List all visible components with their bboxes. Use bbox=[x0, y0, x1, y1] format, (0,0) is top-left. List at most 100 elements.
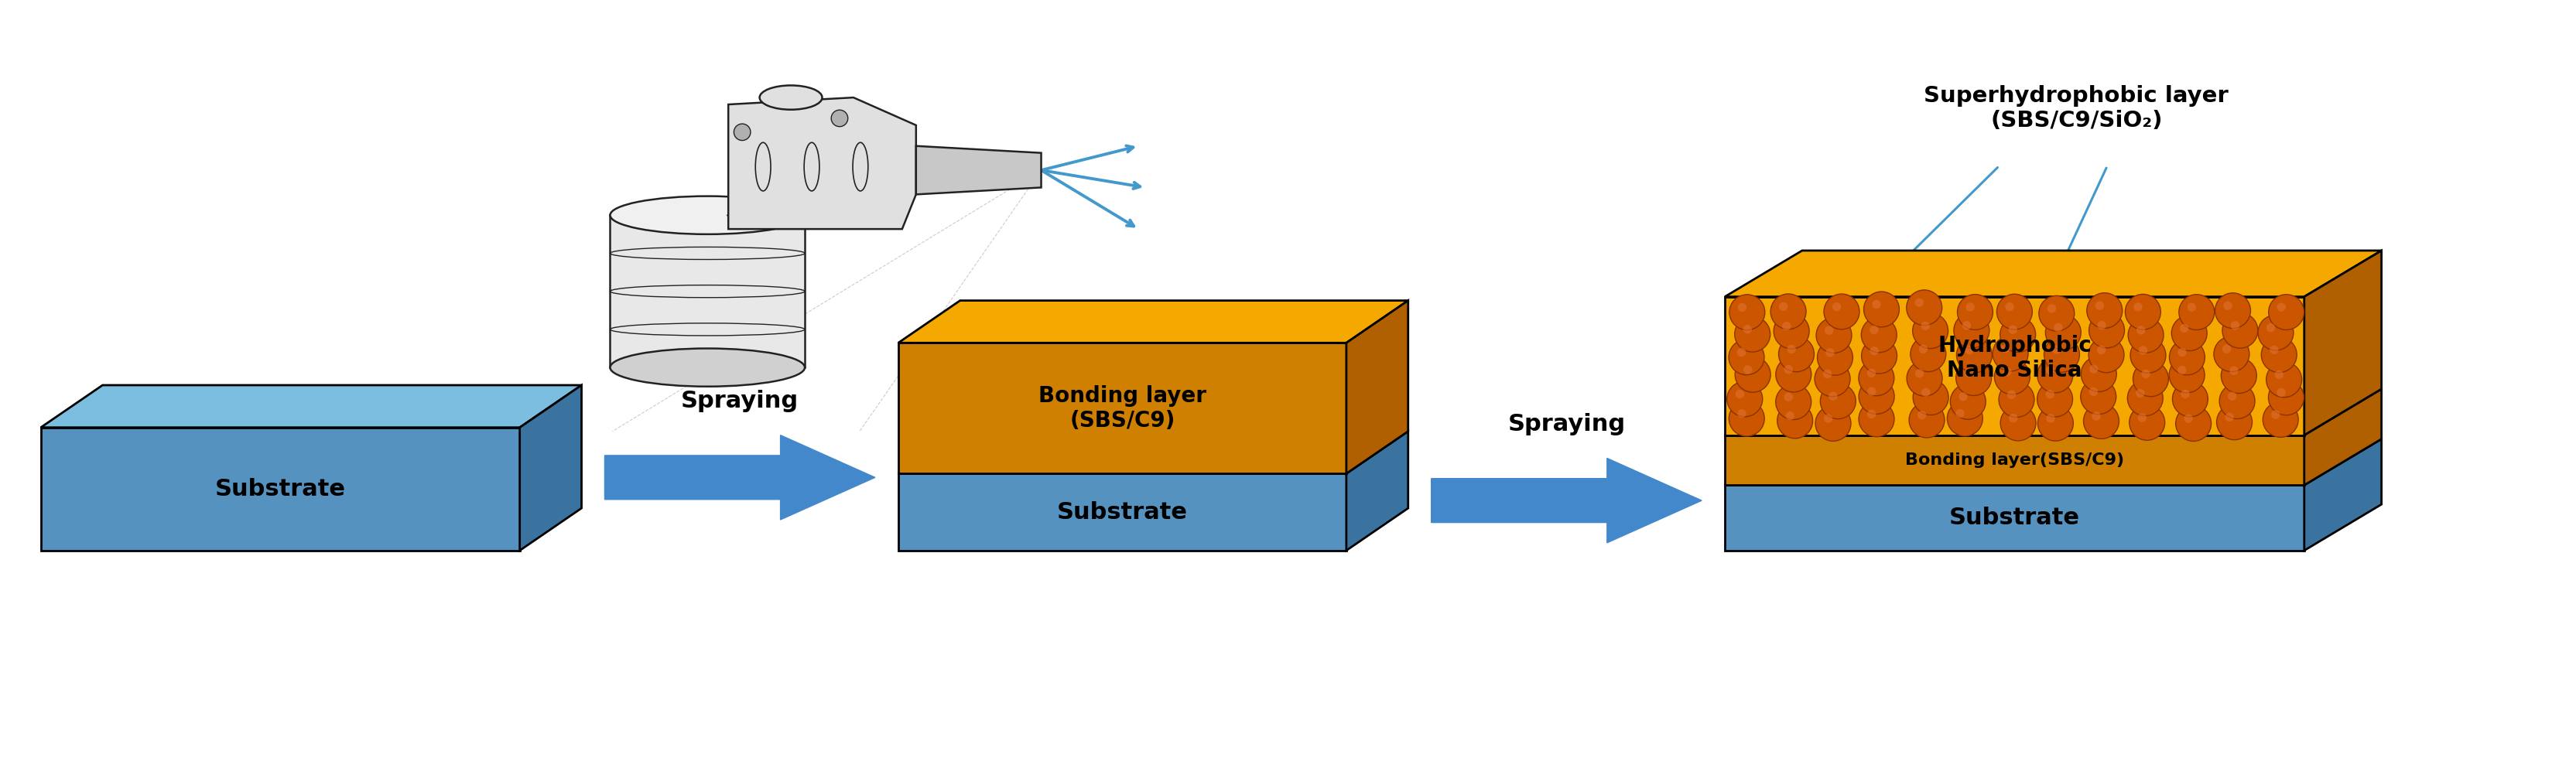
Circle shape bbox=[1783, 365, 1793, 374]
Circle shape bbox=[1741, 325, 1752, 334]
Circle shape bbox=[2002, 367, 2012, 376]
Polygon shape bbox=[2303, 439, 2380, 551]
Circle shape bbox=[2045, 414, 2056, 422]
Polygon shape bbox=[1723, 389, 2380, 435]
Circle shape bbox=[2128, 380, 2161, 415]
Polygon shape bbox=[1723, 296, 2303, 435]
Circle shape bbox=[2136, 389, 2143, 398]
Circle shape bbox=[1814, 361, 1850, 396]
Circle shape bbox=[2136, 326, 2146, 335]
Circle shape bbox=[1785, 345, 1795, 353]
Circle shape bbox=[2262, 402, 2298, 437]
Circle shape bbox=[2187, 303, 2195, 312]
Circle shape bbox=[1816, 406, 1850, 441]
Circle shape bbox=[1955, 337, 1991, 372]
Circle shape bbox=[1785, 412, 1793, 420]
Circle shape bbox=[1958, 294, 1991, 329]
Circle shape bbox=[2172, 316, 2208, 351]
Circle shape bbox=[1777, 302, 1788, 311]
Circle shape bbox=[1824, 326, 1834, 335]
Circle shape bbox=[2079, 379, 2115, 414]
Circle shape bbox=[1775, 384, 1811, 419]
Polygon shape bbox=[729, 98, 914, 229]
Circle shape bbox=[1829, 392, 1837, 401]
Circle shape bbox=[1911, 313, 1947, 349]
Circle shape bbox=[1728, 295, 1765, 330]
Circle shape bbox=[2133, 361, 2169, 396]
Text: Substrate: Substrate bbox=[1947, 507, 2079, 529]
Circle shape bbox=[2097, 321, 2105, 329]
Circle shape bbox=[2223, 301, 2231, 310]
Circle shape bbox=[1777, 336, 1814, 372]
Circle shape bbox=[1770, 294, 1806, 329]
Circle shape bbox=[2179, 294, 2213, 329]
Circle shape bbox=[2007, 390, 2014, 399]
Circle shape bbox=[1819, 383, 1855, 419]
Circle shape bbox=[1734, 316, 1770, 352]
Circle shape bbox=[2045, 390, 2053, 399]
Polygon shape bbox=[899, 343, 1345, 474]
Polygon shape bbox=[520, 386, 582, 551]
Circle shape bbox=[2089, 387, 2097, 396]
Circle shape bbox=[1870, 346, 1878, 356]
Circle shape bbox=[2053, 323, 2061, 332]
Polygon shape bbox=[2303, 389, 2380, 485]
Circle shape bbox=[2081, 356, 2115, 392]
Circle shape bbox=[2084, 403, 2117, 439]
Circle shape bbox=[1965, 303, 1973, 312]
Circle shape bbox=[2179, 324, 2187, 333]
Circle shape bbox=[2045, 366, 2053, 375]
Circle shape bbox=[2269, 410, 2280, 419]
Polygon shape bbox=[726, 215, 804, 229]
Circle shape bbox=[2094, 301, 2105, 310]
Polygon shape bbox=[1430, 458, 1700, 543]
Circle shape bbox=[2087, 293, 2123, 328]
Circle shape bbox=[2213, 336, 2249, 372]
Circle shape bbox=[2138, 346, 2146, 355]
Circle shape bbox=[1824, 294, 1860, 329]
Circle shape bbox=[1868, 387, 1875, 396]
Polygon shape bbox=[41, 428, 520, 551]
Circle shape bbox=[1860, 317, 1896, 353]
Circle shape bbox=[1824, 414, 1832, 423]
Circle shape bbox=[1860, 338, 1896, 373]
Circle shape bbox=[2267, 294, 2303, 329]
Circle shape bbox=[2045, 315, 2081, 350]
Circle shape bbox=[1726, 382, 1762, 417]
Circle shape bbox=[1775, 356, 1811, 392]
Polygon shape bbox=[1723, 250, 2380, 296]
Circle shape bbox=[1919, 322, 1929, 330]
Circle shape bbox=[1906, 361, 1942, 396]
Circle shape bbox=[1744, 366, 1752, 374]
Circle shape bbox=[1955, 409, 1963, 418]
Circle shape bbox=[2128, 317, 2164, 353]
Circle shape bbox=[1816, 318, 1852, 353]
Polygon shape bbox=[1345, 432, 1406, 551]
Circle shape bbox=[2045, 304, 2056, 313]
Ellipse shape bbox=[611, 349, 804, 386]
Circle shape bbox=[2221, 358, 2257, 393]
Circle shape bbox=[1728, 339, 1765, 375]
Text: Hydrophobic
Nano Silica: Hydrophobic Nano Silica bbox=[1937, 335, 2092, 382]
Polygon shape bbox=[914, 146, 1041, 194]
Circle shape bbox=[2172, 382, 2208, 417]
Circle shape bbox=[1873, 300, 1880, 309]
Text: Spraying: Spraying bbox=[1507, 412, 1625, 435]
Circle shape bbox=[2130, 338, 2166, 373]
Circle shape bbox=[1736, 303, 1747, 312]
Circle shape bbox=[1816, 340, 1852, 376]
Circle shape bbox=[1922, 388, 1929, 397]
Circle shape bbox=[2097, 346, 2105, 354]
Circle shape bbox=[1772, 313, 1808, 349]
Circle shape bbox=[1909, 336, 1945, 372]
Circle shape bbox=[1906, 290, 1942, 326]
Polygon shape bbox=[611, 215, 804, 367]
Circle shape bbox=[2092, 412, 2099, 421]
Circle shape bbox=[1783, 322, 1790, 330]
Circle shape bbox=[1958, 392, 1968, 401]
Circle shape bbox=[2277, 303, 2285, 312]
Circle shape bbox=[2138, 413, 2146, 422]
Circle shape bbox=[2125, 294, 2161, 329]
Circle shape bbox=[1777, 403, 1811, 439]
Circle shape bbox=[2277, 388, 2285, 397]
